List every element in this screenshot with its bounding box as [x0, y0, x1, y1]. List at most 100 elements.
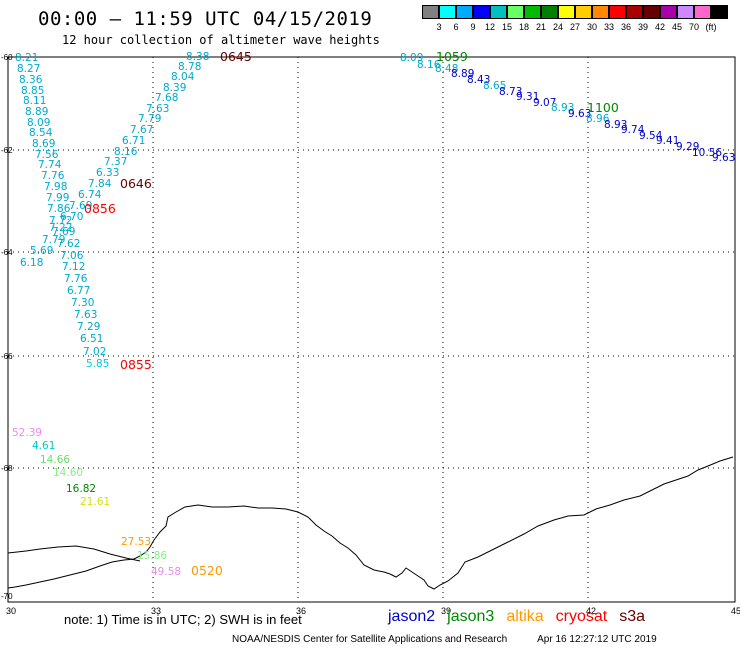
wave-height-value: 7.30 — [71, 297, 94, 309]
wave-height-value: 49.58 — [151, 566, 181, 578]
wave-height-value: 7.63 — [146, 103, 169, 115]
map-subtitle: 12 hour collection of altimeter wave hei… — [62, 33, 380, 47]
wave-height-value: 8.96 — [586, 113, 610, 125]
pass-time-label: 0856 — [84, 201, 116, 216]
wave-height-value: 7.74 — [38, 159, 62, 171]
longitude-label: 36 — [296, 606, 306, 616]
wave-height-value: 7.63 — [74, 309, 97, 321]
scale-swatch — [541, 5, 558, 19]
scale-swatch — [711, 5, 728, 19]
scale-swatch — [507, 5, 524, 19]
wave-height-value: 8.27 — [17, 63, 40, 75]
wave-height-value: 7.37 — [104, 156, 127, 168]
wave-height-value: 7.69 — [69, 200, 92, 212]
wave-height-value: 8.39 — [163, 82, 186, 94]
scale-swatch — [490, 5, 507, 19]
longitude-label: 33 — [151, 606, 161, 616]
wave-height-value: 7.69 — [52, 226, 75, 238]
wave-height-value: 7.68 — [155, 92, 178, 104]
wave-height-value: 7.67 — [130, 124, 153, 136]
longitude-labels: 30 33 36 39 42 45 — [6, 606, 740, 616]
wave-height-color-scale: 3 6 9 12 15 18 21 24 27 30 33 36 39 42 45 70 (ft) — [422, 5, 732, 35]
legend-entry-jason3: jason3 — [447, 608, 495, 625]
scale-label: 36 — [620, 22, 631, 32]
wave-height-value: 6.70 — [60, 211, 83, 223]
wave-height-value: 6.71 — [122, 135, 145, 147]
wave-height-value: 52.39 — [12, 427, 42, 439]
wave-height-value: 7.12 — [62, 261, 85, 273]
footer: NOAA/NESDIS Center for Satellite Applica… — [232, 634, 657, 645]
scale-label: (ft) — [705, 22, 717, 32]
wave-height-value: 21.61 — [80, 496, 110, 508]
scale-swatch — [677, 5, 694, 19]
units-note: note: 1) Time is in UTC; 2) SWH is in fe… — [64, 612, 302, 627]
wave-height-value: 5.69 — [30, 245, 53, 257]
scale-swatch — [592, 5, 609, 19]
wave-height-value: 7.22 — [49, 222, 72, 234]
wave-height-value: 8.69 — [32, 138, 55, 150]
scale-label: 39 — [637, 22, 648, 32]
scale-swatch — [422, 5, 439, 19]
wave-height-observations: 8.218.278.368.858.118.898.098.548.697.56… — [12, 51, 735, 578]
latitude-label: -60 — [1, 53, 13, 62]
latitude-label: -64 — [1, 248, 13, 257]
longitude-label: 42 — [586, 606, 596, 616]
wave-height-value: 8.38 — [186, 51, 209, 63]
scale-swatch — [626, 5, 643, 19]
wave-height-value: 7.29 — [77, 321, 100, 333]
wave-height-value: 7.79 — [138, 113, 161, 125]
latitude-labels: -60 -62 -64 -66 -68 -70 — [1, 53, 13, 601]
wave-height-value: 7.84 — [88, 178, 112, 190]
wave-height-value: 6.18 — [20, 257, 43, 269]
wave-height-value: 9.41 — [656, 135, 679, 147]
wave-height-value: 7.62 — [57, 238, 80, 250]
wave-height-value: 14.66 — [40, 454, 70, 466]
longitude-label: 30 — [6, 606, 16, 616]
wave-height-value: 8.21 — [15, 52, 38, 64]
wave-height-value: 9.74 — [621, 124, 645, 136]
wave-height-value: 8.04 — [171, 71, 195, 83]
map-frame — [7, 56, 736, 603]
wave-height-value: 8.85 — [21, 85, 44, 97]
wave-height-value: 6.51 — [80, 333, 103, 345]
longitude-label: 39 — [441, 606, 451, 616]
longitude-label: 45 — [731, 606, 740, 616]
scale-label: 70 — [688, 22, 699, 32]
wave-height-value: 6.33 — [96, 167, 119, 179]
wave-height-value: 9.29 — [676, 141, 699, 153]
latitude-label: -68 — [1, 464, 13, 473]
wave-height-value: 7.56 — [35, 149, 59, 161]
wave-height-value: 9.07 — [533, 97, 556, 109]
scale-swatch — [643, 5, 660, 19]
latitude-label: -62 — [1, 146, 13, 155]
scale-label: 24 — [552, 22, 563, 32]
pass-time-label: 0855 — [120, 357, 152, 372]
wave-height-value: 15.86 — [137, 550, 167, 562]
scale-swatch — [473, 5, 490, 19]
wave-height-value: 8.54 — [29, 127, 53, 139]
scale-label: 15 — [501, 22, 512, 32]
map-grid — [8, 57, 735, 602]
wave-height-value: 8.48 — [435, 63, 458, 75]
latitude-label: -70 — [1, 592, 13, 601]
wave-height-value: 8.78 — [178, 61, 201, 73]
wave-height-value: 9.54 — [639, 130, 663, 142]
wave-height-value: 9.31 — [516, 91, 539, 103]
wave-height-value: 8.09 — [400, 52, 423, 64]
wave-height-value: 8.89 — [451, 68, 474, 80]
wave-height-value: 4.61 — [32, 440, 55, 452]
wave-height-value: 5.85 — [86, 358, 109, 370]
wave-height-value: 9.63 — [568, 108, 591, 120]
pass-time-label: 0645 — [220, 49, 252, 64]
scale-swatch — [694, 5, 711, 19]
pass-time-label: 1059 — [436, 49, 468, 64]
scale-label: 27 — [569, 22, 580, 32]
scale-label: 33 — [603, 22, 614, 32]
wave-height-value: 7.86 — [47, 203, 71, 215]
pass-time-labels: 0645 0646 0856 0855 1059 1100 0520 — [84, 49, 619, 578]
scale-swatch — [456, 5, 473, 19]
scale-swatch — [575, 5, 592, 19]
wave-height-value: 7.02 — [83, 346, 106, 358]
legend-entry-altika: altika — [506, 608, 544, 625]
